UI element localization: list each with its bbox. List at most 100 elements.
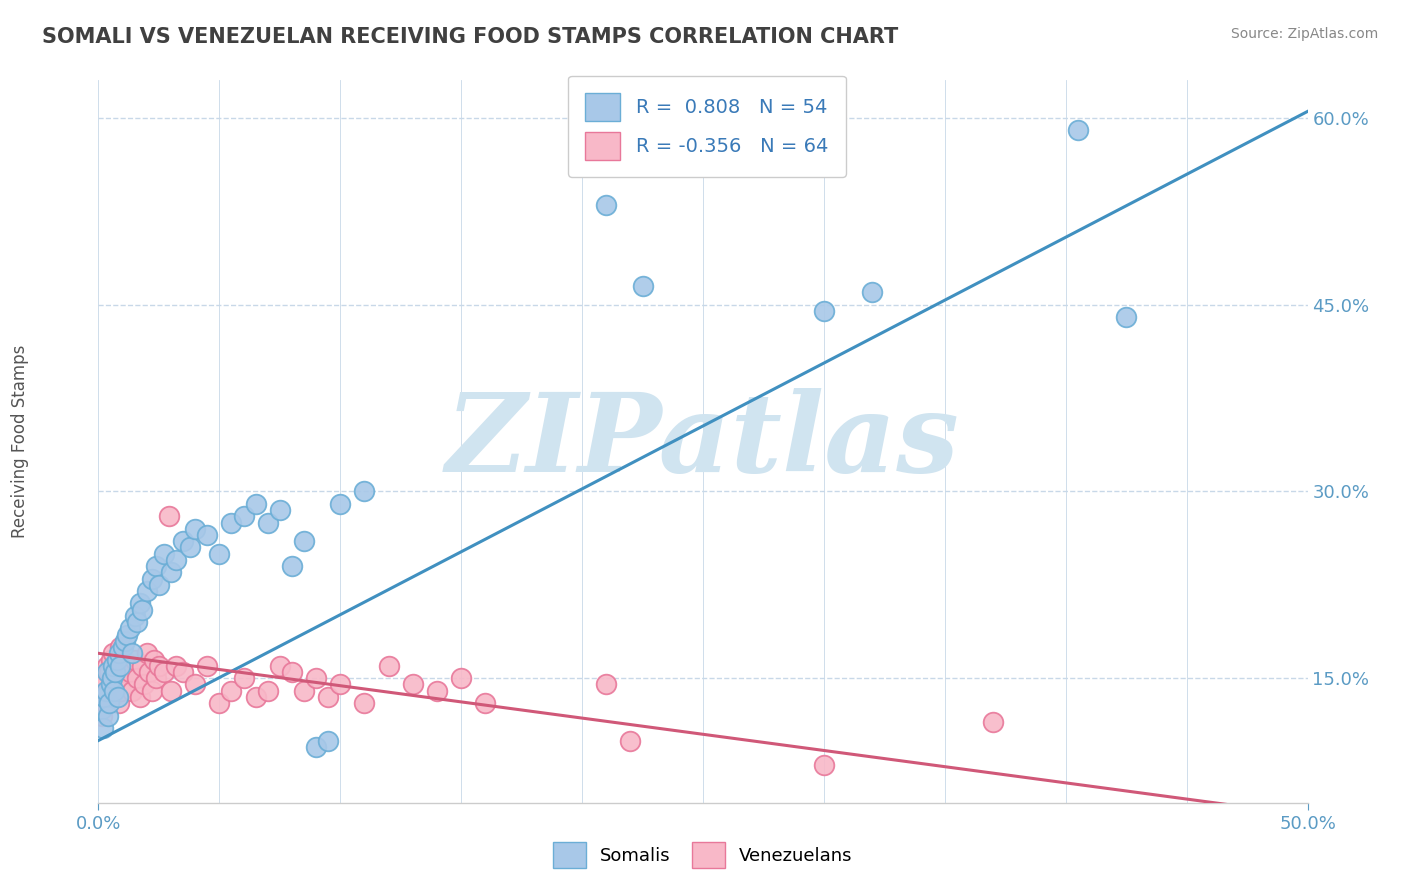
- Point: [631, 278, 654, 293]
- Point: [426, 683, 449, 698]
- Point: [131, 658, 153, 673]
- Point: [104, 677, 127, 691]
- Point: [101, 646, 124, 660]
- Point: [152, 547, 174, 561]
- Point: [316, 733, 339, 747]
- Point: [329, 497, 352, 511]
- Point: [450, 671, 472, 685]
- Point: [281, 665, 304, 679]
- Point: [98, 696, 121, 710]
- Point: [179, 541, 201, 555]
- Point: [91, 721, 114, 735]
- Point: [97, 708, 120, 723]
- Point: [256, 683, 278, 698]
- Point: [117, 658, 139, 673]
- Point: [402, 677, 425, 691]
- Point: [595, 677, 617, 691]
- Point: [118, 665, 141, 679]
- Point: [813, 303, 835, 318]
- Point: [98, 665, 121, 679]
- Point: [245, 690, 267, 704]
- Point: [94, 696, 117, 710]
- Point: [305, 739, 328, 754]
- Legend: Somalis, Venezuelans: Somalis, Venezuelans: [543, 831, 863, 879]
- Point: [104, 665, 127, 679]
- Point: [184, 522, 207, 536]
- Point: [232, 509, 254, 524]
- Point: [100, 671, 122, 685]
- Point: [281, 559, 304, 574]
- Point: [269, 658, 291, 673]
- Point: [100, 677, 122, 691]
- Point: [127, 671, 149, 685]
- Point: [152, 665, 174, 679]
- Point: [114, 633, 136, 648]
- Point: [353, 696, 375, 710]
- Text: Source: ZipAtlas.com: Source: ZipAtlas.com: [1230, 27, 1378, 41]
- Point: [91, 677, 114, 691]
- Point: [100, 652, 122, 666]
- Point: [377, 658, 399, 673]
- Point: [269, 503, 291, 517]
- Point: [184, 677, 207, 691]
- Point: [145, 671, 167, 685]
- Point: [195, 658, 218, 673]
- Point: [329, 677, 352, 691]
- Point: [100, 690, 122, 704]
- Point: [127, 615, 149, 630]
- Point: [245, 497, 267, 511]
- Point: [148, 658, 170, 673]
- Point: [860, 285, 883, 299]
- Point: [134, 677, 156, 691]
- Point: [103, 671, 125, 685]
- Point: [111, 665, 134, 679]
- Point: [108, 640, 131, 654]
- Point: [135, 584, 157, 599]
- Point: [105, 652, 128, 666]
- Point: [121, 646, 143, 660]
- Point: [96, 665, 118, 679]
- Point: [108, 646, 131, 660]
- Point: [195, 528, 218, 542]
- Point: [94, 683, 117, 698]
- Point: [148, 578, 170, 592]
- Point: [128, 597, 150, 611]
- Point: [292, 683, 315, 698]
- Text: SOMALI VS VENEZUELAN RECEIVING FOOD STAMPS CORRELATION CHART: SOMALI VS VENEZUELAN RECEIVING FOOD STAM…: [42, 27, 898, 46]
- Legend: R =  0.808   N = 54, R = -0.356   N = 64: R = 0.808 N = 54, R = -0.356 N = 64: [568, 76, 845, 178]
- Point: [474, 696, 496, 710]
- Point: [619, 733, 641, 747]
- Point: [157, 509, 180, 524]
- Point: [305, 671, 328, 685]
- Y-axis label: Receiving Food Stamps: Receiving Food Stamps: [11, 345, 30, 538]
- Point: [256, 516, 278, 530]
- Point: [121, 683, 143, 698]
- Point: [145, 559, 167, 574]
- Point: [208, 547, 231, 561]
- Point: [353, 484, 375, 499]
- Point: [111, 640, 134, 654]
- Point: [124, 609, 146, 624]
- Point: [165, 553, 187, 567]
- Point: [141, 683, 163, 698]
- Point: [117, 627, 139, 641]
- Point: [97, 683, 120, 698]
- Point: [101, 658, 124, 673]
- Point: [172, 534, 194, 549]
- Point: [114, 677, 136, 691]
- Point: [124, 652, 146, 666]
- Point: [112, 652, 135, 666]
- Point: [90, 690, 112, 704]
- Point: [93, 671, 115, 685]
- Point: [128, 690, 150, 704]
- Point: [118, 621, 141, 635]
- Point: [96, 658, 118, 673]
- Point: [221, 516, 243, 530]
- Point: [316, 690, 339, 704]
- Point: [165, 658, 187, 673]
- Point: [103, 683, 125, 698]
- Point: [143, 652, 166, 666]
- Point: [105, 658, 128, 673]
- Point: [141, 572, 163, 586]
- Point: [91, 708, 114, 723]
